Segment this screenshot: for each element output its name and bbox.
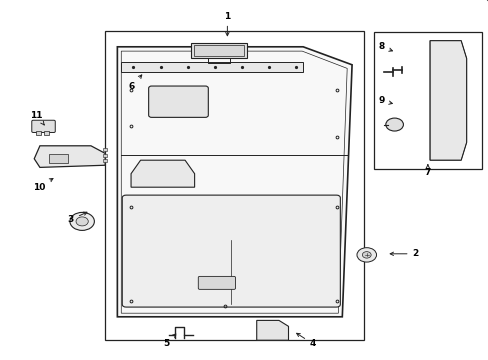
Text: 9: 9: [377, 96, 391, 105]
Text: 10: 10: [33, 179, 53, 192]
Text: 6: 6: [129, 75, 142, 91]
Bar: [44, 131, 49, 135]
FancyBboxPatch shape: [32, 120, 55, 132]
PathPatch shape: [117, 47, 351, 317]
FancyBboxPatch shape: [148, 86, 208, 117]
Circle shape: [70, 212, 94, 230]
Text: 1: 1: [224, 12, 230, 36]
Bar: [373, 32, 481, 169]
PathPatch shape: [256, 320, 288, 340]
PathPatch shape: [131, 160, 194, 187]
Circle shape: [356, 248, 376, 262]
Bar: [103, 154, 107, 157]
Text: 3: 3: [68, 212, 87, 224]
Text: 8: 8: [378, 42, 392, 51]
Circle shape: [362, 252, 370, 258]
Circle shape: [385, 118, 403, 131]
Bar: [121, 62, 303, 72]
Text: 5: 5: [163, 334, 175, 348]
Bar: [36, 131, 41, 135]
Bar: [105, 31, 364, 340]
Text: 2: 2: [389, 249, 418, 258]
Circle shape: [76, 217, 88, 226]
Bar: [193, 45, 244, 56]
Bar: [190, 43, 246, 58]
Bar: [103, 148, 107, 151]
Text: 7: 7: [424, 165, 430, 177]
PathPatch shape: [429, 41, 466, 160]
Text: 11: 11: [30, 111, 44, 125]
PathPatch shape: [34, 146, 105, 167]
FancyBboxPatch shape: [198, 276, 235, 289]
FancyBboxPatch shape: [122, 195, 340, 307]
Bar: [103, 159, 107, 162]
Text: 4: 4: [296, 333, 316, 348]
Bar: [49, 154, 68, 163]
